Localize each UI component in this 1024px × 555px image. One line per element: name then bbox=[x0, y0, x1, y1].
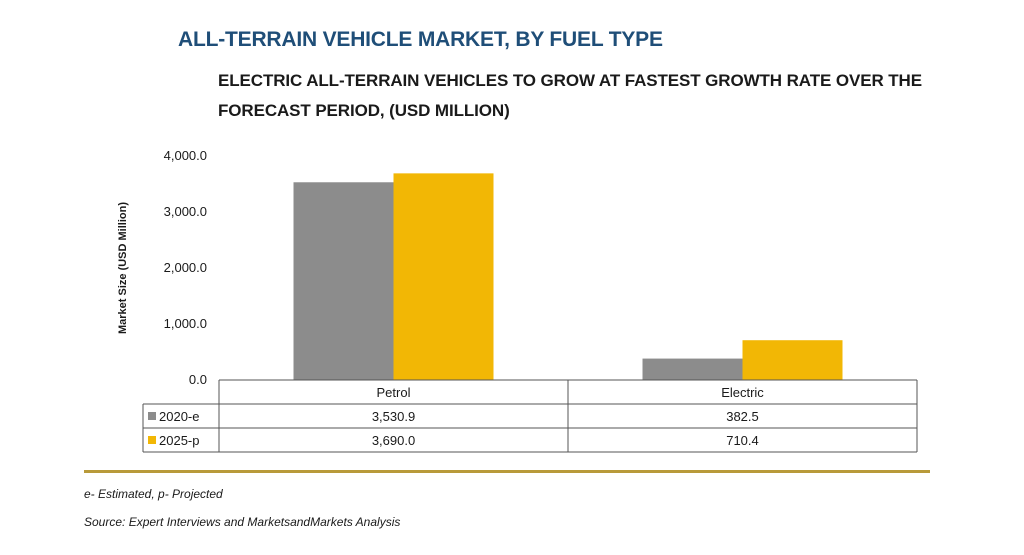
estimate-note: e- Estimated, p- Projected bbox=[84, 487, 223, 501]
data-label: 382.5 bbox=[726, 409, 759, 424]
data-label: 710.4 bbox=[726, 433, 759, 448]
bar-2025-p-electric bbox=[742, 340, 843, 380]
bar-chart: 0.0 1,000.0 2,000.0 3,000.0 4,000.0 Market Si… bbox=[117, 148, 918, 453]
x-tick-label: Electric bbox=[721, 385, 764, 400]
legend-swatch-2020-e bbox=[148, 412, 156, 420]
legend-label: 2020-e bbox=[159, 409, 199, 424]
bar-2020-e-petrol bbox=[293, 182, 394, 380]
data-label: 3,530.9 bbox=[372, 409, 415, 424]
y-tick-label: 3,000.0 bbox=[164, 204, 207, 219]
y-axis-title: Market Size (USD Million) bbox=[117, 202, 129, 334]
legend-swatch-2025-p bbox=[148, 436, 156, 444]
chart-title: ALL-TERRAIN VEHICLE MARKET, BY FUEL TYPE bbox=[178, 28, 663, 51]
footer-divider bbox=[84, 470, 930, 473]
y-tick-label: 0.0 bbox=[189, 372, 207, 387]
chart-subtitle: ELECTRIC ALL-TERRAIN VEHICLES TO GROW AT… bbox=[218, 71, 922, 120]
x-tick-label: Petrol bbox=[377, 385, 411, 400]
bar-2025-p-petrol bbox=[393, 173, 494, 380]
legend-label: 2025-p bbox=[159, 433, 199, 448]
y-tick-label: 1,000.0 bbox=[164, 316, 207, 331]
bar-2020-e-electric bbox=[642, 358, 743, 380]
source-note: Source: Expert Interviews and Marketsand… bbox=[84, 515, 401, 529]
y-tick-label: 4,000.0 bbox=[164, 148, 207, 163]
data-label: 3,690.0 bbox=[372, 433, 415, 448]
y-tick-label: 2,000.0 bbox=[164, 260, 207, 275]
